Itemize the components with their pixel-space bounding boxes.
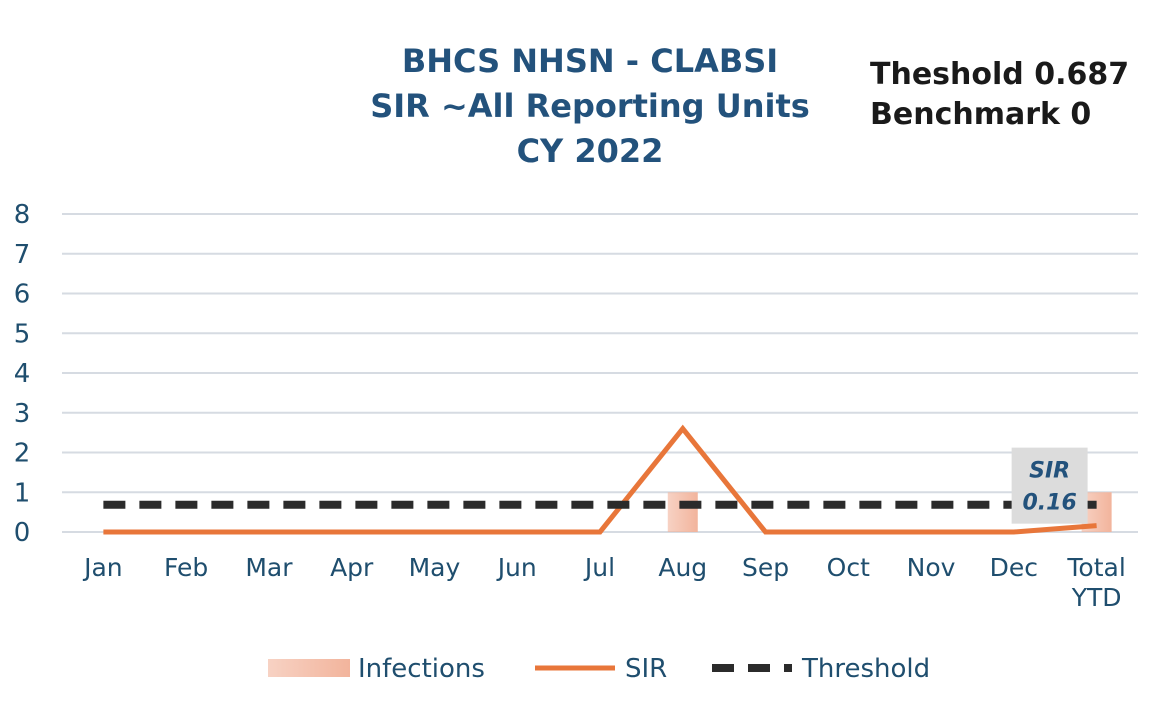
legend-swatch [268,659,350,677]
y-tick-label: 3 [14,399,31,429]
data-label-name: SIR [1029,459,1070,484]
legend-label: Infections [358,654,485,684]
legend-label: SIR [625,654,667,684]
x-tick-label: Oct [826,553,870,582]
x-tick-label: Sep [741,553,790,582]
x-tick-label: Jan [84,553,123,582]
x-tick-label: Aug [658,553,708,582]
chart-title: BHCS NHSN - CLABSI [402,42,778,80]
chart-title: SIR ~All Reporting Units [370,87,810,125]
x-tick-label: Total YTD [1067,553,1126,612]
chart-title: CY 2022 [517,132,664,170]
bar [667,492,698,532]
x-tick-label: Feb [164,553,209,582]
y-tick-label: 6 [14,280,31,310]
y-tick-label: 7 [14,240,31,270]
x-tick-label: Nov [906,553,956,582]
legend-label: Threshold [801,654,930,684]
x-tick-label: Mar [245,553,293,582]
y-tick-label: 5 [14,319,31,349]
x-tick-label: Apr [330,553,374,582]
y-tick-label: 2 [14,439,31,469]
x-tick-label: May [408,553,461,582]
y-tick-label: 0 [14,518,31,548]
x-tick-label: Jul [584,553,616,582]
x-tick-label: Jun [497,553,537,582]
x-tick-label: Dec [989,553,1039,582]
annotation: Benchmark 0 [870,97,1091,132]
y-tick-label: 4 [14,359,31,389]
y-tick-label: 1 [14,478,31,508]
y-tick-label: 8 [14,200,31,230]
annotation: Theshold 0.687 [870,57,1129,92]
data-label-box [1011,447,1088,524]
sir-line [103,424,1097,535]
data-label: 0.16 [1022,491,1076,516]
